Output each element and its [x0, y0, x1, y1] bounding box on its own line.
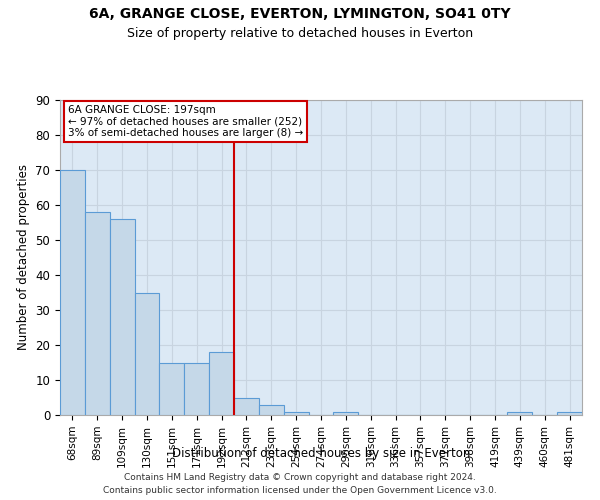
Text: Distribution of detached houses by size in Everton: Distribution of detached houses by size …	[172, 448, 470, 460]
Bar	[60, 170, 85, 415]
Bar	[334, 412, 358, 415]
Y-axis label: Number of detached properties: Number of detached properties	[17, 164, 30, 350]
Bar	[85, 212, 110, 415]
Text: 6A GRANGE CLOSE: 197sqm
← 97% of detached houses are smaller (252)
3% of semi-de: 6A GRANGE CLOSE: 197sqm ← 97% of detache…	[68, 104, 303, 138]
Bar	[134, 292, 160, 415]
Bar	[110, 219, 134, 415]
Bar	[209, 352, 234, 415]
Bar	[184, 362, 209, 415]
Bar	[259, 404, 284, 415]
Bar	[508, 412, 532, 415]
Bar	[234, 398, 259, 415]
Text: Size of property relative to detached houses in Everton: Size of property relative to detached ho…	[127, 28, 473, 40]
Bar	[284, 412, 308, 415]
Bar	[557, 412, 582, 415]
Text: Contains HM Land Registry data © Crown copyright and database right 2024.: Contains HM Land Registry data © Crown c…	[124, 472, 476, 482]
Bar	[160, 362, 184, 415]
Text: Contains public sector information licensed under the Open Government Licence v3: Contains public sector information licen…	[103, 486, 497, 495]
Text: 6A, GRANGE CLOSE, EVERTON, LYMINGTON, SO41 0TY: 6A, GRANGE CLOSE, EVERTON, LYMINGTON, SO…	[89, 8, 511, 22]
